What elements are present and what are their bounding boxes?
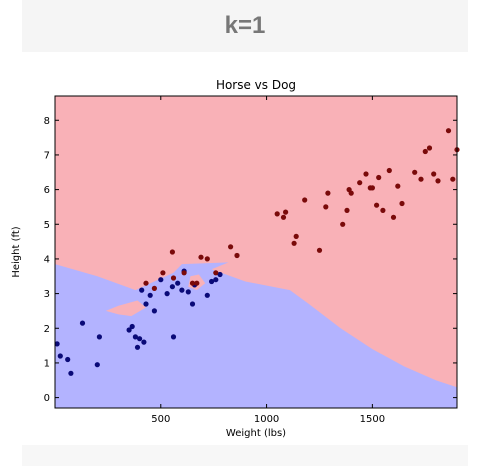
point-series-0-15 [147,292,153,298]
point-series-0-27 [204,292,210,298]
point-series-1-30 [374,202,380,208]
point-series-0-13 [141,339,147,345]
point-series-1-33 [386,167,392,174]
plot-frame [54,95,458,409]
point-series-1-37 [412,169,418,175]
point-series-1-10 [213,270,219,276]
point-series-1-9 [204,256,210,262]
y-tick-label-7: 7 [44,150,50,161]
point-series-1-20 [323,204,329,210]
point-series-0-28 [209,278,215,285]
point-series-0-6 [96,334,102,340]
decision-region-1 [105,300,146,317]
point-series-0-30 [217,271,223,278]
point-series-0-3 [68,370,74,376]
point-series-1-34 [390,214,397,220]
slide-header: k=1 [22,0,468,52]
decision-region-0 [55,262,457,408]
point-series-1-14 [280,214,287,220]
point-series-1-27 [363,171,369,177]
point-series-1-15 [283,209,289,215]
point-series-1-17 [293,233,299,239]
y-tick-label-1: 1 [44,358,50,369]
point-series-1-44 [450,176,456,182]
y-tick-label-2: 2 [44,324,50,335]
point-series-0-25 [189,301,196,307]
point-series-0-17 [158,277,164,283]
point-series-1-7 [194,280,200,286]
point-series-0-2 [65,356,71,363]
y-tick-label-4: 4 [44,254,50,265]
point-series-1-38 [418,176,424,182]
point-series-0-16 [151,308,157,314]
point-series-0-24 [185,289,191,295]
y-tick-label-3: 3 [44,289,50,300]
x-tick-label-500: 500 [151,414,170,425]
point-series-1-39 [422,148,428,155]
point-series-1-42 [435,178,441,184]
point-series-1-4 [170,275,177,281]
point-series-1-31 [376,174,382,181]
point-series-1-29 [369,185,375,191]
point-series-1-13 [274,211,280,217]
point-series-0-20 [170,334,177,340]
point-series-1-36 [399,200,405,207]
point-series-0-19 [169,284,175,290]
point-series-1-11 [228,244,234,250]
point-series-0-5 [94,362,100,368]
point-series-1-18 [302,197,308,203]
point-series-1-41 [431,171,437,177]
point-series-1-25 [348,190,354,196]
point-series-0-18 [164,291,170,297]
horse-vs-dog-chart: Horse vs Dog 500 1000 1500 0 1 2 3 4 5 6 7 8 Weigh… [11,78,460,439]
point-series-0-12 [139,287,145,293]
chart-title: Horse vs Dog [216,78,296,92]
slide-footer [22,445,468,466]
point-series-1-8 [198,254,204,260]
point-series-0-4 [79,320,86,326]
point-series-1-3 [169,249,175,255]
y-axis-ticks: 0 1 2 3 4 5 6 7 8 [44,116,457,404]
point-series-1-22 [340,221,346,227]
point-series-1-43 [445,128,452,134]
point-series-1-35 [395,183,401,189]
point-series-1-2 [160,270,166,276]
x-tick-label-1000: 1000 [254,414,279,425]
point-series-0-7 [126,327,132,333]
x-axis-ticks: 500 1000 1500 [151,96,385,425]
point-series-1-1 [151,285,157,291]
point-series-0-8 [129,323,135,330]
point-series-1-12 [234,252,240,259]
point-series-0-10 [134,344,141,350]
y-tick-label-6: 6 [44,185,50,196]
y-axis-label: Height (ft) [11,226,22,277]
y-tick-label-8: 8 [44,116,50,127]
point-series-1-5 [181,270,187,276]
point-series-1-16 [291,240,297,246]
decision-regions [55,262,457,408]
x-tick-label-1500: 1500 [360,414,385,425]
point-series-1-40 [426,145,433,151]
point-series-1-32 [380,207,386,213]
y-tick-label-0: 0 [44,393,50,404]
point-series-0-0 [54,341,60,347]
point-series-1-19 [316,247,323,253]
data-points [54,128,460,376]
point-series-1-21 [325,190,331,196]
point-series-0-29 [213,277,219,283]
point-series-0-11 [137,336,143,342]
point-series-0-9 [132,334,138,340]
point-series-1-6 [189,280,196,286]
point-series-0-22 [179,287,185,293]
x-axis-label: Weight (lbs) [226,428,286,439]
point-series-0-14 [143,301,149,307]
point-series-1-26 [357,180,363,186]
point-series-1-23 [344,207,350,213]
point-series-1-0 [143,280,149,286]
point-series-0-21 [175,280,181,286]
slide-title: k=1 [224,12,266,39]
point-series-0-1 [57,353,63,359]
y-tick-label-5: 5 [44,220,50,231]
